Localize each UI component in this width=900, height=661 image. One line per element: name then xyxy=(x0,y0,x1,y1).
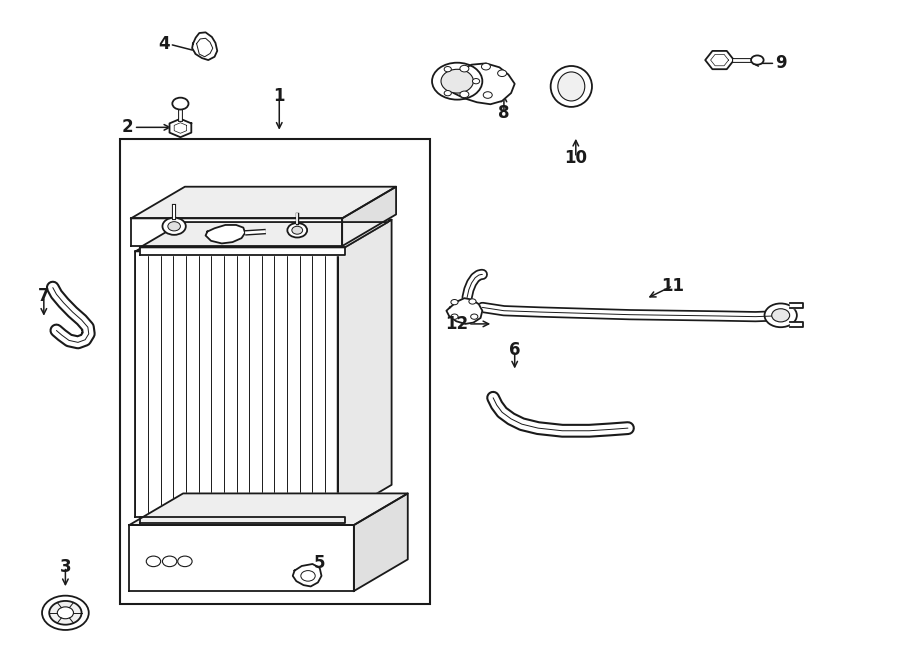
Polygon shape xyxy=(706,51,734,69)
Polygon shape xyxy=(140,516,345,523)
Circle shape xyxy=(482,63,490,70)
Polygon shape xyxy=(131,218,342,246)
Polygon shape xyxy=(131,186,396,218)
Circle shape xyxy=(764,303,796,327)
Circle shape xyxy=(292,226,302,234)
Circle shape xyxy=(471,314,478,319)
Polygon shape xyxy=(169,119,192,137)
Polygon shape xyxy=(342,186,396,246)
Circle shape xyxy=(498,70,507,77)
Circle shape xyxy=(483,92,492,98)
Polygon shape xyxy=(446,298,482,324)
Polygon shape xyxy=(789,323,803,327)
Circle shape xyxy=(432,63,482,100)
Circle shape xyxy=(50,601,82,625)
Circle shape xyxy=(58,607,74,619)
Polygon shape xyxy=(447,63,515,104)
Circle shape xyxy=(287,223,307,237)
Circle shape xyxy=(469,299,476,304)
Circle shape xyxy=(172,98,188,110)
Circle shape xyxy=(751,56,763,65)
Circle shape xyxy=(451,314,458,319)
Circle shape xyxy=(162,556,176,566)
Polygon shape xyxy=(789,303,803,308)
Text: 4: 4 xyxy=(158,35,169,54)
Circle shape xyxy=(42,596,89,630)
Text: 6: 6 xyxy=(509,341,520,360)
Text: 8: 8 xyxy=(499,104,509,122)
Text: 11: 11 xyxy=(662,277,684,295)
Polygon shape xyxy=(136,251,338,516)
Circle shape xyxy=(460,91,469,98)
Circle shape xyxy=(301,570,315,581)
Polygon shape xyxy=(205,225,245,243)
Circle shape xyxy=(445,91,451,96)
Text: 2: 2 xyxy=(122,118,134,136)
Circle shape xyxy=(441,69,473,93)
Polygon shape xyxy=(338,219,392,516)
Circle shape xyxy=(472,79,480,84)
Text: 9: 9 xyxy=(775,54,787,72)
Text: 10: 10 xyxy=(564,149,588,167)
Ellipse shape xyxy=(558,72,585,101)
Text: 3: 3 xyxy=(59,558,71,576)
Circle shape xyxy=(771,309,789,322)
Circle shape xyxy=(445,67,451,72)
Polygon shape xyxy=(136,219,392,251)
Polygon shape xyxy=(140,222,388,247)
Circle shape xyxy=(451,299,458,305)
Polygon shape xyxy=(292,564,321,586)
Bar xyxy=(121,139,430,604)
Polygon shape xyxy=(192,32,217,60)
Circle shape xyxy=(460,65,469,72)
Polygon shape xyxy=(130,493,408,525)
Text: 12: 12 xyxy=(445,315,468,333)
Polygon shape xyxy=(130,525,354,591)
Circle shape xyxy=(177,556,192,566)
Text: 5: 5 xyxy=(314,554,326,572)
Circle shape xyxy=(147,556,160,566)
Circle shape xyxy=(167,221,180,231)
Text: 1: 1 xyxy=(274,87,285,105)
Circle shape xyxy=(162,217,185,235)
Polygon shape xyxy=(140,247,345,254)
Ellipse shape xyxy=(551,66,592,107)
Text: 7: 7 xyxy=(38,287,50,305)
Polygon shape xyxy=(354,493,408,591)
